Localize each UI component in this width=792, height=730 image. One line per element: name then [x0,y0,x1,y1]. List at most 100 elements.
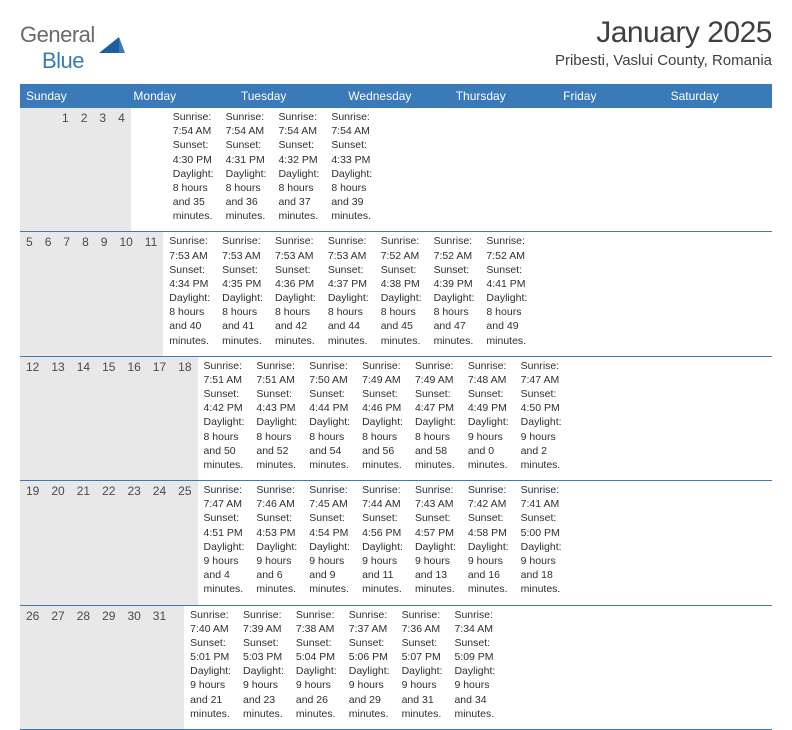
day-number: 2 [75,108,94,231]
weekdays-header: SundayMondayTuesdayWednesdayThursdayFrid… [20,84,772,108]
detail-line: Sunrise: 7:53 AM [328,234,369,262]
day-number: 6 [39,232,58,355]
logo-text: General Blue [20,22,95,74]
weeks-container: 1234Sunrise: 7:54 AMSunset: 4:30 PMDayli… [20,108,772,730]
detail-line: Sunset: 4:51 PM [204,511,245,539]
day-detail: Sunrise: 7:53 AMSunset: 4:36 PMDaylight:… [269,232,322,355]
day-number-row: 12131415161718 [20,357,198,480]
day-detail-row: Sunrise: 7:51 AMSunset: 4:42 PMDaylight:… [198,357,568,480]
detail-line: Sunrise: 7:53 AM [169,234,210,262]
day-detail: Sunrise: 7:47 AMSunset: 4:50 PMDaylight:… [515,357,568,480]
detail-line: Daylight: 8 hours [362,415,403,443]
day-detail: Sunrise: 7:39 AMSunset: 5:03 PMDaylight:… [237,606,290,729]
detail-line: Sunset: 5:00 PM [521,511,562,539]
detail-line: Sunset: 4:49 PM [468,387,509,415]
detail-line: Daylight: 8 hours [486,291,527,319]
detail-line: Sunrise: 7:48 AM [468,359,509,387]
detail-line: Daylight: 9 hours [309,540,350,568]
detail-line: and 37 minutes. [278,195,319,223]
detail-line: and 47 minutes. [434,319,475,347]
detail-line: Daylight: 8 hours [331,167,372,195]
day-detail: Sunrise: 7:49 AMSunset: 4:46 PMDaylight:… [356,357,409,480]
day-detail [131,108,143,231]
detail-line: and 16 minutes. [468,568,509,596]
detail-line: Sunrise: 7:47 AM [204,483,245,511]
detail-line: Sunrise: 7:51 AM [204,359,245,387]
day-detail: Sunrise: 7:52 AMSunset: 4:41 PMDaylight:… [480,232,533,355]
detail-line: Daylight: 9 hours [521,415,562,443]
detail-line: Daylight: 9 hours [415,540,456,568]
detail-line: and 21 minutes. [190,693,231,721]
day-number [20,108,32,231]
day-detail: Sunrise: 7:43 AMSunset: 4:57 PMDaylight:… [409,481,462,604]
detail-line: Sunrise: 7:53 AM [275,234,316,262]
detail-line: Sunset: 4:47 PM [415,387,456,415]
day-number: 16 [121,357,146,480]
weekday-label: Monday [127,84,234,108]
detail-line: Daylight: 9 hours [454,664,495,692]
detail-line: and 44 minutes. [328,319,369,347]
detail-line: Sunset: 4:44 PM [309,387,350,415]
day-number: 13 [45,357,70,480]
day-detail: Sunrise: 7:54 AMSunset: 4:31 PMDaylight:… [220,108,273,231]
weekday-label: Tuesday [235,84,342,108]
detail-line: Daylight: 8 hours [204,415,245,443]
detail-line: Sunrise: 7:49 AM [362,359,403,387]
detail-line: Sunset: 4:54 PM [309,511,350,539]
day-detail: Sunrise: 7:53 AMSunset: 4:34 PMDaylight:… [163,232,216,355]
day-number: 24 [147,481,172,604]
detail-line: Daylight: 9 hours [296,664,337,692]
day-number: 31 [147,606,172,729]
detail-line: Daylight: 8 hours [222,291,263,319]
day-detail [501,606,513,729]
day-detail: Sunrise: 7:52 AMSunset: 4:39 PMDaylight:… [428,232,481,355]
day-detail: Sunrise: 7:50 AMSunset: 4:44 PMDaylight:… [303,357,356,480]
detail-line: Sunrise: 7:45 AM [309,483,350,511]
day-number-row: 262728293031 [20,606,184,729]
day-detail: Sunrise: 7:42 AMSunset: 4:58 PMDaylight:… [462,481,515,604]
detail-line: Sunrise: 7:52 AM [381,234,422,262]
day-number: 18 [172,357,197,480]
detail-line: Sunset: 4:58 PM [468,511,509,539]
detail-line: Daylight: 9 hours [402,664,443,692]
detail-line: and 36 minutes. [226,195,267,223]
detail-line: Sunset: 4:53 PM [256,511,297,539]
day-number: 14 [71,357,96,480]
detail-line: Sunrise: 7:54 AM [173,110,214,138]
detail-line: Sunrise: 7:50 AM [309,359,350,387]
day-detail: Sunrise: 7:44 AMSunset: 4:56 PMDaylight:… [356,481,409,604]
day-detail: Sunrise: 7:45 AMSunset: 4:54 PMDaylight:… [303,481,356,604]
detail-line: Sunset: 4:42 PM [204,387,245,415]
detail-line: and 45 minutes. [381,319,422,347]
detail-line: Sunrise: 7:52 AM [486,234,527,262]
detail-line: Sunset: 5:07 PM [402,636,443,664]
detail-line: Sunset: 4:35 PM [222,263,263,291]
day-detail-row: Sunrise: 7:54 AMSunset: 4:30 PMDaylight:… [131,108,378,231]
detail-line: Sunrise: 7:47 AM [521,359,562,387]
detail-line: and 18 minutes. [521,568,562,596]
day-detail: Sunrise: 7:54 AMSunset: 4:33 PMDaylight:… [325,108,378,231]
day-detail-row: Sunrise: 7:40 AMSunset: 5:01 PMDaylight:… [184,606,513,729]
detail-line: Sunset: 4:34 PM [169,263,210,291]
detail-line: Daylight: 9 hours [468,415,509,443]
logo: General Blue [20,22,125,74]
detail-line: Sunset: 4:32 PM [278,138,319,166]
detail-line: Sunrise: 7:46 AM [256,483,297,511]
day-detail: Sunrise: 7:46 AMSunset: 4:53 PMDaylight:… [250,481,303,604]
detail-line: Daylight: 8 hours [278,167,319,195]
day-number [172,606,184,729]
detail-line: and 41 minutes. [222,319,263,347]
day-number [32,108,44,231]
day-number-row: 567891011 [20,232,163,355]
detail-line: Sunset: 4:41 PM [486,263,527,291]
detail-line: and 49 minutes. [486,319,527,347]
detail-line: Daylight: 9 hours [190,664,231,692]
detail-line: Sunset: 5:01 PM [190,636,231,664]
day-detail-row: Sunrise: 7:47 AMSunset: 4:51 PM Daylight:… [198,481,568,604]
calendar: SundayMondayTuesdayWednesdayThursdayFrid… [20,84,772,730]
detail-line: Sunset: 4:43 PM [256,387,297,415]
day-number: 11 [139,232,163,355]
day-number: 21 [71,481,96,604]
detail-line: and 35 minutes. [173,195,214,223]
title-block: January 2025 Pribesti, Vaslui County, Ro… [555,16,772,69]
